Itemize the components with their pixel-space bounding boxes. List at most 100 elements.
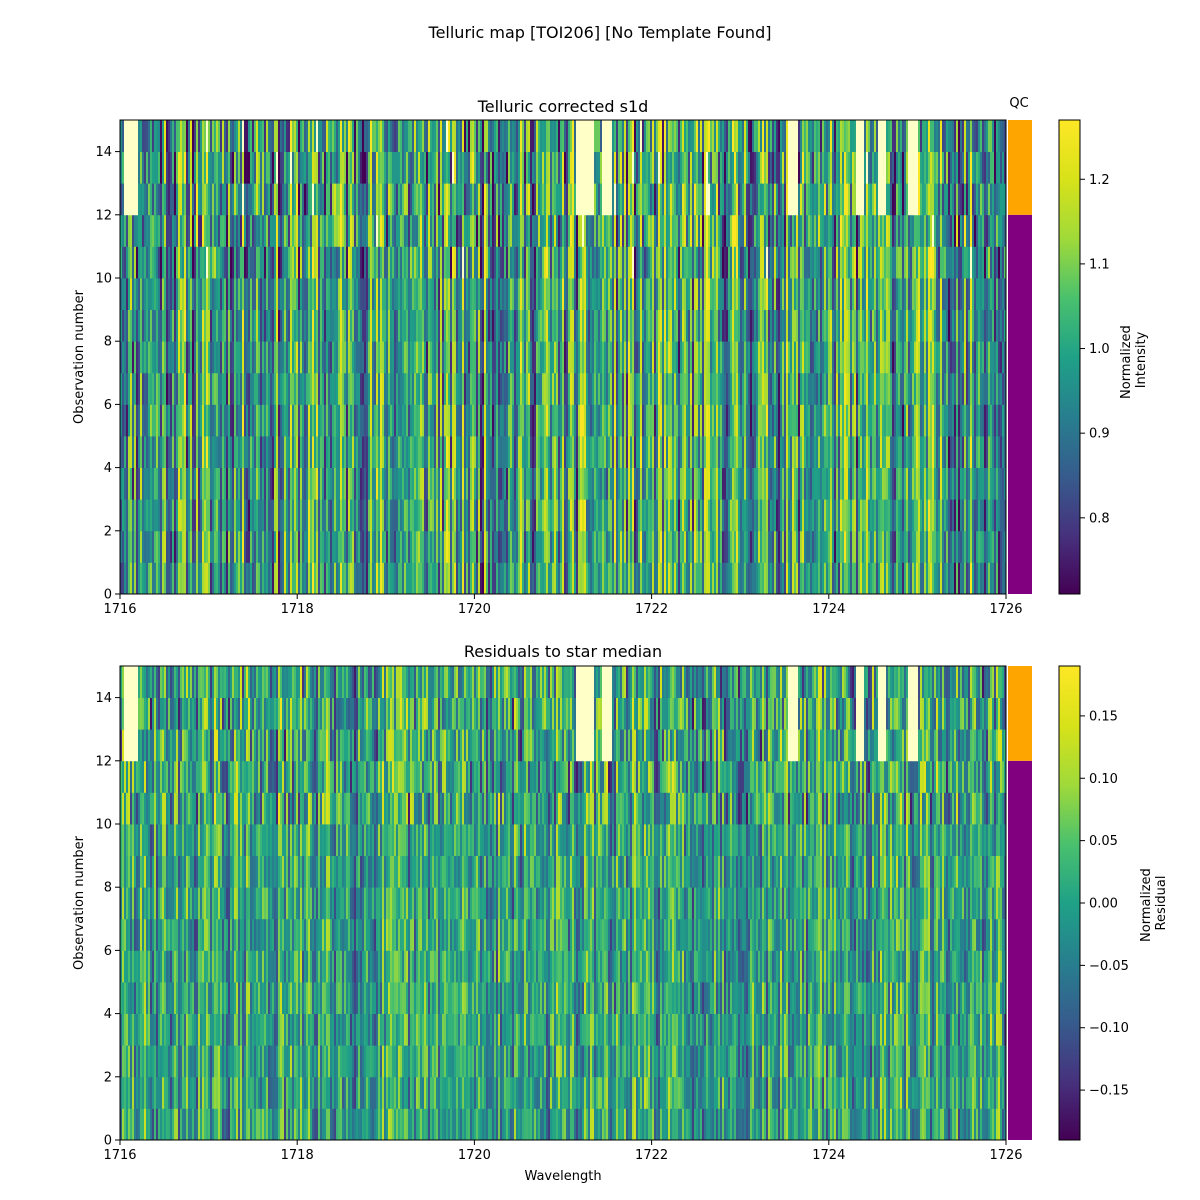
heatmap-cell xyxy=(136,499,139,532)
heatmap-cell xyxy=(308,404,311,437)
heatmap-cell xyxy=(368,530,371,563)
heatmap-cell xyxy=(740,467,743,500)
heatmap-cell xyxy=(474,404,477,437)
heatmap-cell xyxy=(434,404,437,437)
heatmap-cell xyxy=(764,562,767,595)
heatmap-cell xyxy=(1002,562,1005,595)
heatmap-cell xyxy=(940,467,943,500)
heatmap-cell xyxy=(522,372,525,405)
heatmap-cell xyxy=(644,372,647,405)
heatmap-cell xyxy=(806,530,809,563)
heatmap-cell xyxy=(304,467,307,500)
heatmap-cell xyxy=(582,404,585,437)
heatmap-cell xyxy=(628,499,631,532)
heatmap-cell xyxy=(412,404,415,437)
heatmap-cell xyxy=(348,372,351,405)
heatmap-cell xyxy=(150,530,153,563)
heatmap-cell xyxy=(530,436,533,468)
heatmap-cell xyxy=(804,530,807,563)
heatmap-cell xyxy=(506,372,509,405)
heatmap-cell xyxy=(190,530,193,563)
heatmap-cell xyxy=(226,562,229,595)
heatmap-cell xyxy=(250,499,253,532)
heatmap-cell xyxy=(798,436,801,468)
heatmap-cell xyxy=(544,436,547,468)
heatmap-cell xyxy=(678,530,681,563)
heatmap-cell xyxy=(420,372,423,405)
heatmap-cell xyxy=(344,530,347,563)
heatmap-cell xyxy=(330,341,333,374)
heatmap-cell xyxy=(246,562,249,595)
heatmap-cell xyxy=(176,562,179,595)
heatmap-cell xyxy=(406,530,409,563)
heatmap-cell xyxy=(610,404,613,437)
heatmap-cell xyxy=(862,372,865,405)
heatmap-cell xyxy=(224,436,227,468)
heatmap-cell xyxy=(360,467,363,500)
heatmap-cell xyxy=(440,404,443,437)
heatmap-cell xyxy=(720,372,723,405)
heatmap-cell xyxy=(602,404,605,437)
heatmap-cell xyxy=(816,372,819,405)
heatmap-cell xyxy=(862,499,865,532)
heatmap-cell xyxy=(694,562,697,595)
heatmap-cell xyxy=(498,562,501,595)
heatmap-cell xyxy=(230,562,233,595)
heatmap-cell xyxy=(950,530,953,563)
heatmap-cell xyxy=(404,341,407,374)
heatmap-cell xyxy=(858,499,861,532)
heatmap-cell xyxy=(166,562,169,595)
heatmap-cell xyxy=(964,499,967,532)
heatmap-cell xyxy=(728,404,731,437)
heatmap-cell xyxy=(850,499,853,532)
heatmap-cell xyxy=(714,404,717,437)
heatmap-cell xyxy=(370,436,373,468)
heatmap-cell xyxy=(598,436,601,468)
heatmap-cell xyxy=(780,467,783,500)
heatmap-cell xyxy=(550,562,553,595)
heatmap-cell xyxy=(730,530,733,563)
heatmap-cell xyxy=(344,436,347,468)
heatmap-cell xyxy=(672,467,675,500)
heatmap-cell xyxy=(642,467,645,500)
heatmap-cell xyxy=(426,499,429,532)
heatmap-cell xyxy=(326,372,329,405)
heatmap-cell xyxy=(126,372,129,405)
heatmap-cell xyxy=(296,562,299,595)
heatmap-cell xyxy=(662,530,665,563)
heatmap-cell xyxy=(578,562,581,595)
heatmap-cell xyxy=(158,562,161,595)
heatmap-cell xyxy=(972,499,975,532)
heatmap-cell xyxy=(366,467,369,500)
heatmap-cell xyxy=(698,404,701,437)
heatmap-cell xyxy=(240,372,243,405)
heatmap-cell xyxy=(614,530,617,563)
heatmap-cell xyxy=(396,372,399,405)
heatmap-cell xyxy=(498,530,501,563)
heatmap-cell xyxy=(686,467,689,500)
heatmap-cell xyxy=(892,404,895,437)
heatmap-cell xyxy=(256,467,259,500)
heatmap-cell xyxy=(614,436,617,468)
heatmap-cell xyxy=(424,562,427,595)
heatmap-cell xyxy=(166,467,169,500)
heatmap-cell xyxy=(646,499,649,532)
heatmap-cell xyxy=(296,499,299,532)
heatmap-cell xyxy=(430,499,433,532)
heatmap-cell xyxy=(314,530,317,563)
heatmap-cell xyxy=(920,530,923,563)
heatmap-cell xyxy=(688,562,691,595)
heatmap-cell xyxy=(896,404,899,437)
heatmap-cell xyxy=(986,562,989,595)
heatmap-cell xyxy=(804,467,807,500)
heatmap-cell xyxy=(702,562,705,595)
heatmap-cell xyxy=(422,467,425,500)
heatmap-cell xyxy=(960,499,963,532)
heatmap-cell xyxy=(212,562,215,595)
heatmap-cell xyxy=(204,499,207,532)
heatmap-cell xyxy=(124,404,127,437)
heatmap-cell xyxy=(570,436,573,468)
heatmap-cell xyxy=(186,530,189,563)
heatmap-cell xyxy=(850,562,853,595)
heatmap-cell xyxy=(384,404,387,437)
